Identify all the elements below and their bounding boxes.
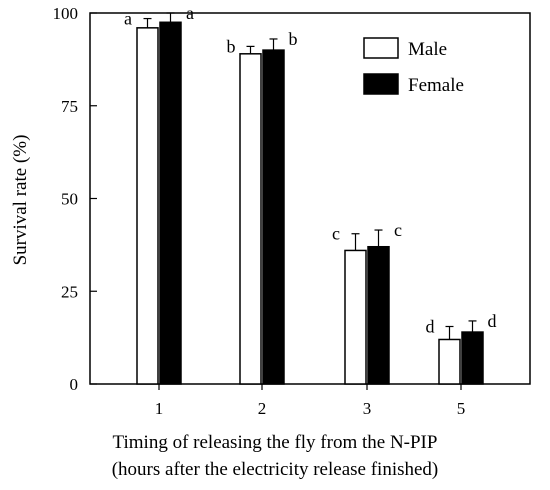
y-tick-label: 50 [61, 190, 78, 209]
significance-letter: b [289, 29, 298, 49]
x-tick-label: 3 [363, 399, 372, 418]
x-axis-label-line1: Timing of releasing the fly from the N-P… [112, 432, 438, 453]
significance-letter: a [186, 3, 194, 23]
bar-female-1 [159, 21, 182, 385]
legend-swatch-male [363, 37, 399, 59]
legend-label-male: Male [408, 39, 447, 60]
x-tick-label: 1 [155, 399, 164, 418]
bar-male-5 [438, 338, 461, 385]
legend-swatch-female [363, 73, 399, 95]
legend-label-female: Female [408, 75, 464, 96]
bar-male-2 [239, 53, 262, 385]
bar-male-1 [136, 27, 159, 385]
bar-female-3 [367, 245, 390, 385]
significance-letter: b [227, 36, 236, 56]
y-tick-label: 75 [61, 97, 78, 116]
significance-letter: d [426, 316, 435, 336]
significance-letter: d [488, 311, 497, 331]
significance-letter: a [124, 9, 132, 29]
y-axis-label: Survival rate (%) [10, 135, 31, 266]
plot-area: 0 25 50 75 100 1 a a 2 b b 3 c c 5 d d Male Female [53, 3, 531, 418]
significance-letter: c [394, 220, 402, 240]
bar-male-3 [344, 249, 367, 385]
significance-letter: c [332, 224, 340, 244]
bar-female-2 [262, 49, 285, 385]
y-tick-label: 25 [61, 282, 78, 301]
y-tick-label: 0 [70, 375, 79, 394]
x-tick-label: 5 [457, 399, 466, 418]
bar-female-5 [461, 331, 484, 385]
x-axis-label-line2: (hours after the electricity release fin… [111, 459, 439, 480]
y-tick-label: 100 [53, 4, 79, 23]
x-tick-label: 2 [258, 399, 267, 418]
